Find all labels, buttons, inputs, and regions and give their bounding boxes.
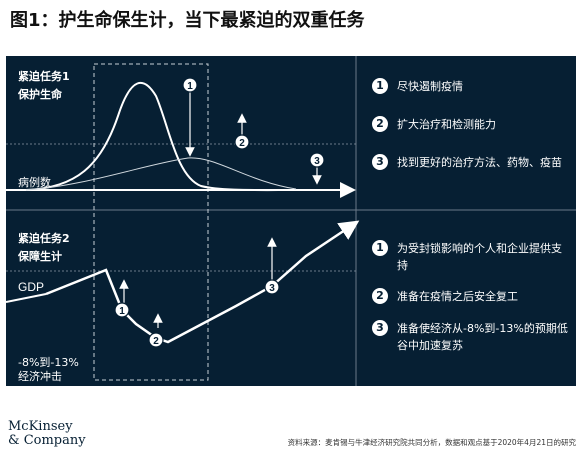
top-item-3: 3 找到更好的治疗方法、药物、疫苗 [372, 154, 572, 171]
task1-heading: 紧迫任务1 [18, 70, 70, 83]
bottom-item-3-number: 3 [372, 320, 388, 336]
task2-subheading: 保障生计 [18, 250, 62, 263]
impact-label: 经济冲击 [18, 370, 62, 383]
bottom-item-1-text: 为受封锁影响的个人和企业提供支持 [397, 242, 562, 272]
marker-3-top-label: 3 [314, 156, 320, 167]
impact-value: -8%到-13% [18, 356, 79, 369]
cases-label: 病例数 [18, 176, 51, 189]
page-title: 图1：护生命保生计，当下最紧迫的双重任务 [10, 10, 365, 31]
bottom-item-3-text: 准备使经济从-8%到-13%的预期低谷中加速复苏 [397, 322, 568, 352]
marker-1-bottom [114, 302, 130, 318]
bottom-item-3: 3 准备使经济从-8%到-13%的预期低谷中加速复苏 [372, 320, 572, 354]
top-item-2-number: 2 [372, 116, 388, 132]
marker-2-top-label: 2 [239, 138, 245, 149]
lockdown-period-box [93, 63, 209, 381]
cases-curve-flattened [25, 157, 297, 191]
bottom-item-1-number: 1 [372, 240, 388, 256]
marker-3-top [309, 152, 325, 168]
marker-3-bottom-label: 3 [269, 283, 275, 294]
marker-3-bottom [264, 279, 280, 295]
marker-1-top [182, 77, 198, 93]
bottom-item-1: 1 为受封锁影响的个人和企业提供支持 [372, 240, 572, 274]
diagram-panel: 1 2 3 1 2 3 紧迫任务1 保护生命 病例数 紧迫任务2 保障生计 GD… [6, 56, 576, 386]
marker-1-bottom-label: 1 [119, 306, 125, 317]
source-note: 资料来源：麦肯锡与牛津经济研究院共同分析，数据和观点基于2020年4月21日的研… [287, 438, 576, 447]
marker-2-top [234, 134, 250, 150]
top-item-3-text: 找到更好的治疗方法、药物、疫苗 [397, 156, 562, 169]
marker-1-top-label: 1 [187, 81, 193, 92]
mckinsey-logo: McKinsey & Company [8, 420, 86, 448]
bottom-item-2-number: 2 [372, 288, 388, 304]
top-item-2: 2 扩大治疗和检测能力 [372, 116, 572, 133]
logo-line-2: & Company [8, 433, 86, 448]
task1-subheading: 保护生命 [18, 88, 62, 101]
logo-line-1: McKinsey [8, 419, 73, 434]
bottom-item-2-text: 准备在疫情之后安全复工 [397, 290, 518, 303]
diagram-graphics: 1 2 3 1 2 3 [6, 56, 576, 386]
marker-2-bottom-label: 2 [153, 336, 159, 347]
gdp-curve [45, 220, 360, 344]
marker-2-bottom [148, 332, 164, 348]
top-item-2-text: 扩大治疗和检测能力 [397, 118, 496, 131]
task2-heading: 紧迫任务2 [18, 232, 70, 245]
top-item-1-text: 尽快遏制疫情 [397, 80, 463, 93]
cases-curve-peak [25, 81, 297, 192]
top-item-1-number: 1 [372, 78, 388, 94]
gdp-label: GDP [18, 280, 45, 294]
top-item-3-number: 3 [372, 154, 388, 170]
top-item-1: 1 尽快遏制疫情 [372, 78, 572, 95]
bottom-item-2: 2 准备在疫情之后安全复工 [372, 288, 572, 305]
gdp-baseline [6, 293, 47, 303]
